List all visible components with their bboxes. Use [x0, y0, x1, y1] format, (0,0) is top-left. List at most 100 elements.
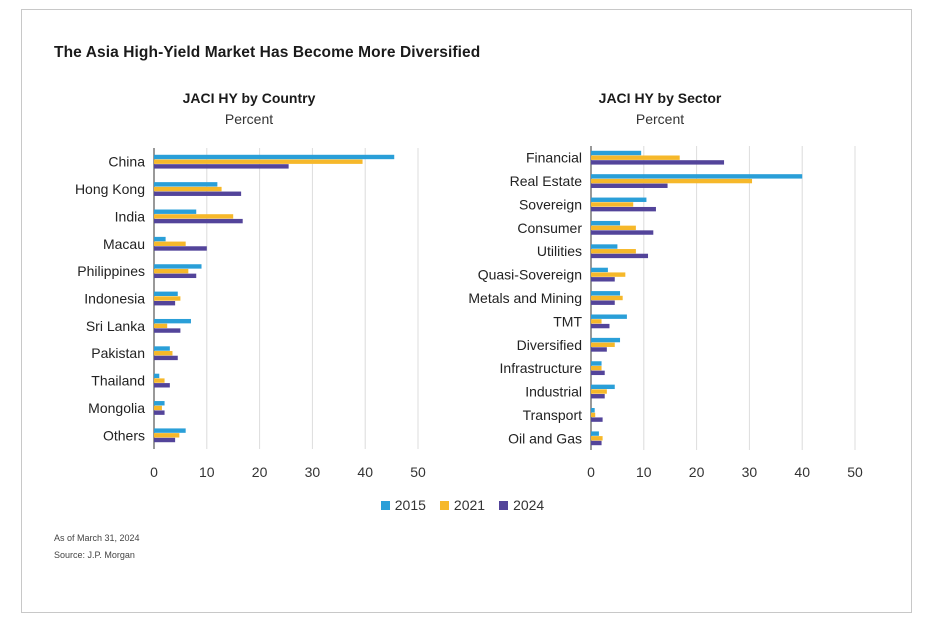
sector-x-tick-label: 20 [689, 464, 705, 480]
sector-category-label: Diversified [517, 337, 582, 353]
sector-bar-2024 [591, 277, 615, 282]
country-bar-2021 [154, 433, 180, 438]
country-bar-2015 [154, 346, 170, 351]
sector-bar-2024 [591, 347, 607, 352]
country-category-label: Indonesia [84, 291, 145, 307]
sector-category-label: Utilities [537, 243, 582, 259]
sector-chart-title: JACI HY by Sector [598, 90, 722, 106]
country-bar-2024 [154, 246, 207, 251]
sector-bar-2021 [591, 202, 634, 207]
note-date: As of March 31, 2024 [54, 533, 140, 543]
sector-bar-2021 [591, 225, 636, 231]
sector-x-tick-label: 50 [847, 464, 863, 480]
sector-bar-2021 [591, 178, 753, 184]
sector-bar-2021 [591, 342, 615, 347]
country-bar-2024 [154, 164, 289, 169]
country-x-tick-label: 40 [357, 464, 373, 480]
sector-x-tick-label: 0 [587, 464, 595, 480]
sector-category-label: Infrastructure [500, 360, 583, 376]
country-bar-2024 [154, 273, 197, 279]
sector-category-label: Oil and Gas [508, 430, 582, 446]
sector-bar-2021 [591, 155, 680, 160]
sector-category-label: Real Estate [510, 173, 583, 189]
sector-chart-subtitle: Percent [635, 111, 685, 127]
country-bar-2024 [154, 328, 181, 333]
country-category-label: Mongolia [88, 400, 145, 416]
sector-bar-2021 [591, 295, 623, 301]
country-chart-subtitle: Percent [224, 111, 274, 127]
country-bar-2024 [154, 218, 243, 224]
country-chart-title: JACI HY by Country [182, 90, 316, 106]
country-bar-2024 [154, 437, 176, 443]
legend: 2015 2021 2024 [0, 497, 925, 513]
country-category-label: Thailand [91, 373, 145, 389]
legend-swatch-2024 [499, 500, 509, 510]
legend-item-2024: 2024 [499, 497, 544, 513]
sector-bar-2024 [591, 394, 605, 399]
sector-bar-2021 [591, 412, 596, 418]
sector-bar-2015 [591, 150, 642, 156]
sector-bar-2024 [591, 230, 654, 235]
country-bar-2024 [154, 301, 176, 306]
sector-bar-2021 [591, 319, 602, 324]
sector-category-label: TMT [553, 313, 582, 329]
legend-label-2021: 2021 [453, 497, 486, 513]
sector-bar-2015 [591, 174, 803, 179]
country-bar-2024 [154, 383, 170, 388]
sector-x-tick-label: 10 [636, 464, 652, 480]
legend-swatch-2021 [439, 500, 449, 510]
sector-bar-2015 [591, 197, 647, 202]
sector-category-label: Metals and Mining [468, 290, 582, 306]
sector-bar-2024 [591, 323, 610, 329]
sector-bar-2015 [591, 244, 618, 249]
country-x-tick-label: 0 [150, 464, 158, 480]
country-bar-2015 [154, 236, 166, 242]
country-bar-2021 [154, 323, 168, 329]
country-category-label: Others [103, 427, 145, 443]
country-bar-2021 [154, 405, 162, 411]
country-bar-2015 [154, 373, 160, 379]
sector-bar-2024 [591, 300, 615, 305]
country-category-label: China [108, 154, 145, 170]
legend-label-2015: 2015 [394, 497, 426, 513]
sector-category-label: Sovereign [519, 196, 582, 212]
country-bar-2021 [154, 268, 189, 274]
sector-bar-2024 [591, 440, 602, 446]
sector-bar-2021 [591, 365, 602, 371]
sector-x-tick-label: 30 [742, 464, 758, 480]
note-source: Source: J.P. Morgan [54, 550, 135, 560]
country-x-tick-label: 50 [410, 464, 426, 480]
sector-bar-2015 [591, 337, 621, 343]
sector-x-tick-label: 40 [794, 464, 810, 480]
country-category-label: Hong Kong [75, 181, 145, 197]
legend-item-2015: 2015 [380, 497, 426, 513]
country-bar-2015 [154, 154, 395, 160]
sector-bar-2015 [591, 314, 627, 319]
country-bar-2021 [154, 241, 186, 246]
sector-bar-2024 [591, 183, 668, 188]
sector-bar-2024 [591, 417, 603, 422]
chart-frame [21, 9, 912, 613]
country-bar-2024 [154, 355, 178, 361]
sector-category-label: Quasi-Sovereign [478, 267, 582, 283]
sector-bar-2015 [591, 267, 608, 273]
country-bar-2015 [154, 264, 202, 269]
country-category-label: Macau [103, 236, 145, 252]
country-bar-2015 [154, 401, 165, 406]
sector-bar-2021 [591, 389, 607, 394]
country-category-label: India [115, 208, 146, 224]
country-category-label: Pakistan [91, 345, 145, 361]
sector-bar-2015 [591, 408, 595, 413]
sector-bar-2021 [591, 272, 626, 277]
legend-item-2021: 2021 [439, 497, 486, 513]
country-bar-2021 [154, 214, 234, 219]
sector-bar-2015 [591, 361, 602, 366]
sector-bar-2015 [591, 384, 615, 390]
sector-bar-2024 [591, 370, 605, 376]
country-bar-2015 [154, 209, 197, 214]
country-x-tick-label: 30 [305, 464, 321, 480]
sector-bar-2015 [591, 431, 599, 436]
legend-swatch-2015 [380, 500, 390, 510]
country-x-tick-label: 10 [199, 464, 215, 480]
